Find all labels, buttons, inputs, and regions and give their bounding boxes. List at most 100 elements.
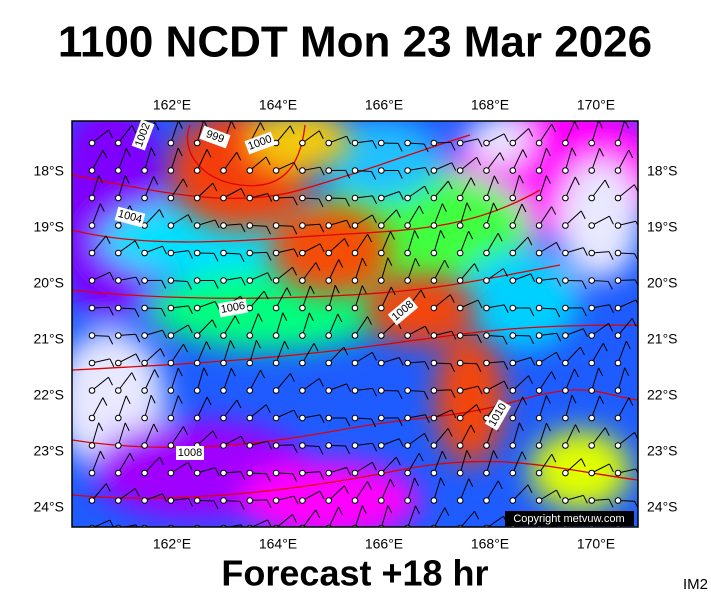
- barb-shaft: [460, 510, 475, 527]
- barb-station: [325, 194, 333, 202]
- wind-barb: [325, 219, 352, 229]
- barb-station: [351, 469, 359, 477]
- wind-barb: [404, 477, 419, 504]
- barb-station: [325, 524, 332, 527]
- barb-flag: [214, 528, 218, 536]
- barb-shaft: [433, 507, 446, 527]
- wind-barb: [325, 442, 350, 455]
- barb-station: [457, 524, 464, 527]
- barb-station: [141, 387, 148, 394]
- barb-station: [404, 359, 411, 367]
- barb-station: [115, 194, 122, 202]
- barb-flag: [344, 238, 350, 247]
- barb-flag: [309, 285, 315, 295]
- barb-shaft: [486, 202, 494, 226]
- barb-station: [588, 359, 596, 367]
- barb-station: [614, 167, 622, 174]
- wind-barb: [167, 304, 193, 315]
- barb-station: [535, 524, 543, 527]
- barb-flag: [518, 422, 524, 431]
- barb-station: [483, 497, 490, 504]
- barb-station: [272, 167, 280, 174]
- barb-station: [220, 359, 227, 367]
- wind-barb: [404, 166, 430, 176]
- wind-barb: [535, 395, 551, 422]
- wind-barb: [509, 357, 536, 367]
- barb-shaft: [538, 123, 553, 144]
- barb-station: [430, 414, 438, 422]
- barb-flag: [338, 506, 343, 516]
- wind-barb: [272, 340, 289, 367]
- wind-barb: [351, 139, 378, 149]
- barb-station: [483, 442, 490, 449]
- barb-station: [351, 222, 359, 229]
- wind-barb: [483, 380, 509, 394]
- barb-station: [220, 167, 227, 174]
- barb-flag: [529, 307, 535, 317]
- wind-barb: [220, 469, 246, 480]
- barb-station: [272, 387, 280, 394]
- barb-shaft: [591, 322, 609, 336]
- barb-flag: [521, 203, 527, 213]
- barb-shaft: [591, 121, 599, 144]
- barb-flag: [177, 121, 183, 129]
- barb-flag: [259, 122, 265, 131]
- barb-flag: [236, 399, 242, 409]
- barb-flag: [527, 236, 533, 246]
- wind-barb: [351, 194, 378, 205]
- barb-station: [614, 442, 622, 449]
- barb-station: [456, 497, 464, 504]
- barb-flag: [571, 147, 577, 156]
- wind-barb: [430, 359, 456, 372]
- barb-station: [456, 469, 464, 477]
- wind-barb: [299, 166, 325, 176]
- wind-barb: [588, 395, 605, 422]
- barb-station: [562, 469, 569, 477]
- barb-shaft: [170, 324, 189, 336]
- wind-barb: [483, 359, 509, 370]
- wind-barb: [115, 148, 131, 174]
- barb-flag: [187, 324, 193, 334]
- wind-barb: [509, 175, 524, 202]
- wind-barb: [299, 312, 314, 339]
- wind-barb: [588, 427, 610, 449]
- wind-barb: [88, 271, 115, 284]
- barb-station: [167, 194, 175, 202]
- barb-flag: [476, 334, 482, 344]
- wind-barb: [456, 230, 474, 257]
- wind-barb: [167, 343, 188, 367]
- barb-shaft: [459, 450, 468, 474]
- barb-flag: [607, 281, 613, 290]
- barb-flag: [337, 313, 343, 323]
- barb-shaft: [249, 340, 257, 364]
- wind-barb: [588, 148, 604, 174]
- barb-flag: [477, 385, 483, 395]
- barb-station: [193, 222, 201, 229]
- barb-flag: [266, 252, 272, 261]
- barb-shaft: [380, 231, 391, 254]
- barb-flag: [466, 202, 472, 212]
- barb-station: [378, 304, 385, 312]
- wind-barb: [535, 206, 557, 229]
- barb-station: [325, 442, 333, 449]
- wind-barb: [588, 463, 614, 477]
- wind-barb: [351, 481, 372, 504]
- barb-shaft: [564, 147, 573, 171]
- barb-station: [167, 524, 175, 527]
- barb-flag: [556, 333, 562, 342]
- wind-barb: [167, 497, 193, 507]
- barb-shaft: [433, 428, 449, 446]
- barb-station: [88, 387, 96, 394]
- barb-flag: [414, 230, 419, 239]
- wind-barb: [535, 241, 561, 257]
- barb-shaft: [170, 147, 179, 171]
- barb-shaft: [144, 423, 155, 446]
- wind-barb: [167, 324, 193, 339]
- barb-flag: [440, 230, 446, 239]
- barb-station: [220, 387, 227, 394]
- barb-flag: [580, 210, 586, 220]
- barb-shaft: [381, 505, 389, 527]
- barb-station: [535, 304, 543, 312]
- wind-barb: [509, 484, 533, 504]
